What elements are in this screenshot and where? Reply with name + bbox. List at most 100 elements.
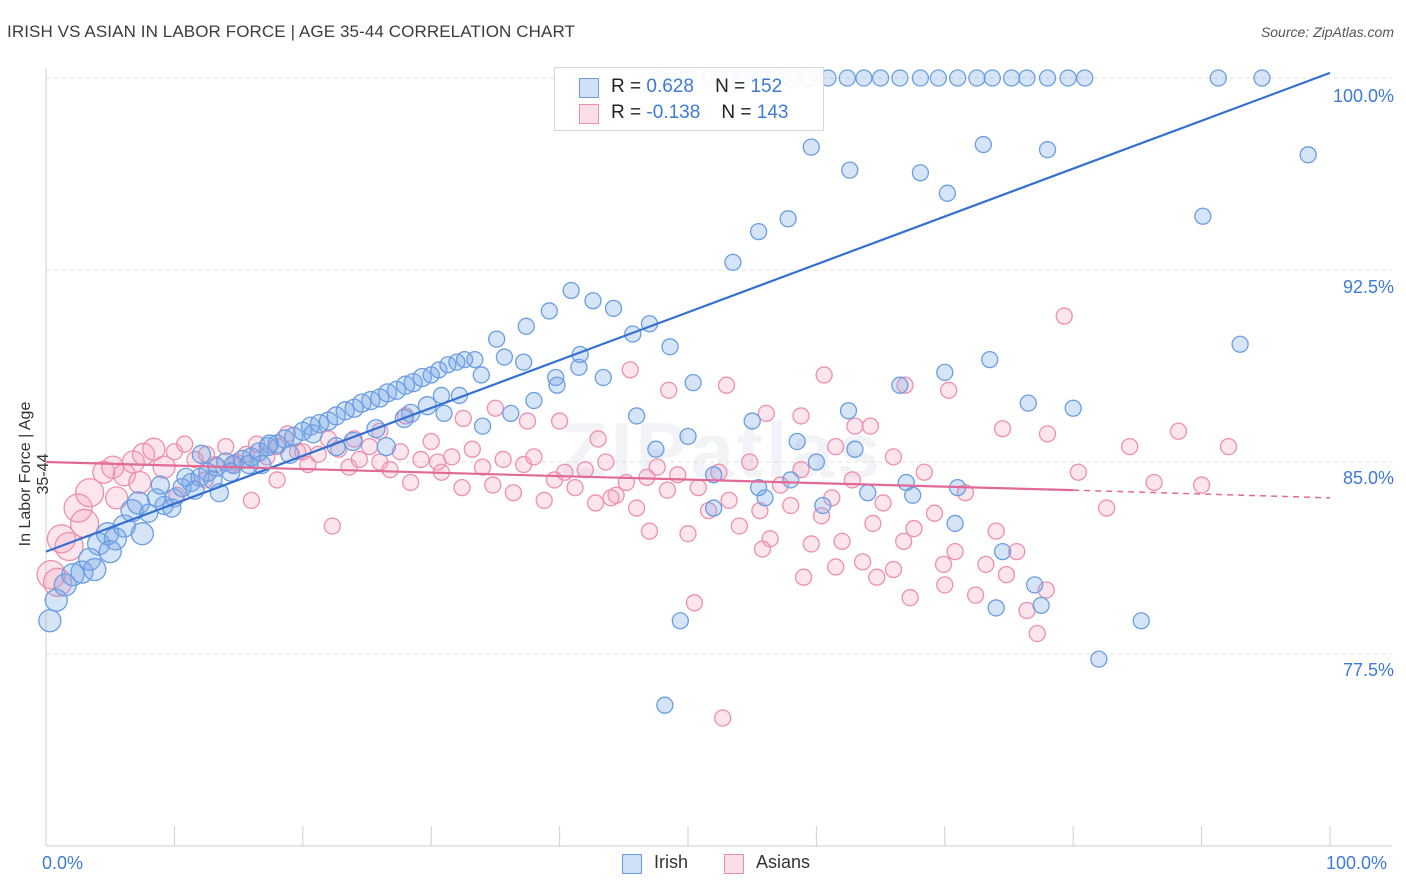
irish-point bbox=[239, 454, 259, 475]
asians-point bbox=[63, 493, 93, 523]
chart-title: IRISH VS ASIAN IN LABOR FORCE | AGE 35-4… bbox=[7, 22, 575, 41]
asians-point bbox=[815, 366, 833, 384]
irish-point bbox=[38, 609, 62, 633]
irish-point bbox=[466, 350, 484, 369]
irish-point bbox=[993, 542, 1012, 561]
irish-point bbox=[749, 478, 768, 497]
source-label: Source: ZipAtlas.com bbox=[1260, 24, 1394, 40]
asians-point bbox=[915, 463, 933, 481]
asians-point bbox=[525, 448, 543, 466]
asians-point bbox=[925, 504, 944, 522]
asians-point bbox=[753, 540, 772, 558]
irish-point bbox=[656, 696, 674, 714]
asians-point bbox=[1028, 624, 1046, 643]
irish-point bbox=[724, 253, 742, 271]
irish-point bbox=[749, 222, 768, 241]
irish-point bbox=[540, 302, 558, 320]
x-tick-label-min: 0.0% bbox=[42, 853, 84, 873]
irish-point bbox=[61, 562, 85, 587]
irish-point bbox=[679, 427, 697, 446]
asians-point bbox=[987, 522, 1005, 540]
asians-point bbox=[934, 555, 953, 574]
asians-point bbox=[977, 555, 995, 574]
correlation-legend: R = 0.628 N = 152 R = -0.138 N = 143 bbox=[554, 67, 824, 131]
irish-point bbox=[946, 514, 964, 533]
irish-point bbox=[938, 184, 957, 202]
irish-point bbox=[495, 348, 514, 366]
irish-point bbox=[1018, 69, 1036, 87]
asians-point bbox=[402, 473, 420, 492]
irish-point bbox=[403, 372, 423, 393]
asians-point bbox=[946, 542, 964, 561]
asians-point bbox=[1192, 476, 1211, 494]
irish-trend-line bbox=[45, 71, 1331, 553]
irish-point bbox=[120, 498, 144, 523]
asians-point bbox=[720, 491, 738, 510]
irish-legend-swatch bbox=[622, 854, 642, 874]
irish-point bbox=[911, 164, 930, 182]
asians-point bbox=[586, 494, 605, 512]
asians-point bbox=[648, 458, 666, 476]
asians-point bbox=[685, 594, 704, 612]
irish-point bbox=[1064, 399, 1082, 417]
asians-r-value: -0.138 bbox=[646, 102, 701, 123]
irish-point bbox=[705, 499, 723, 517]
irish-point bbox=[929, 69, 948, 87]
asians-point bbox=[802, 535, 820, 553]
irish-point bbox=[782, 471, 800, 489]
irish-point bbox=[1299, 146, 1317, 164]
asians-point bbox=[679, 525, 697, 543]
asians-n-value: 143 bbox=[756, 102, 789, 123]
irish-point bbox=[1194, 207, 1212, 225]
asians-point bbox=[895, 532, 913, 551]
irish-point bbox=[974, 135, 992, 154]
irish-point bbox=[647, 440, 665, 458]
irish-point bbox=[743, 412, 761, 430]
irish-point bbox=[326, 406, 346, 426]
irish-point bbox=[756, 489, 774, 507]
asians-point bbox=[486, 399, 505, 417]
irish-swatch bbox=[579, 78, 599, 98]
irish-point bbox=[98, 539, 122, 564]
asians-point bbox=[833, 532, 851, 551]
irish-point bbox=[871, 69, 890, 87]
asians-swatch bbox=[579, 104, 599, 124]
irish-point bbox=[1209, 69, 1227, 87]
asians-point bbox=[454, 409, 472, 428]
irish-legend-label: Irish bbox=[654, 852, 689, 872]
asians-point bbox=[597, 453, 615, 471]
asians-point bbox=[884, 448, 903, 466]
asians-point bbox=[689, 478, 707, 497]
asians-point bbox=[993, 420, 1012, 438]
asians-point bbox=[350, 450, 368, 469]
irish-point bbox=[1019, 394, 1037, 412]
asians-point bbox=[868, 568, 886, 586]
irish-point bbox=[130, 522, 154, 546]
asians-point bbox=[360, 437, 379, 456]
irish-point bbox=[1038, 69, 1057, 87]
asians-point bbox=[853, 553, 872, 571]
irish-point bbox=[150, 475, 170, 495]
irish-point bbox=[891, 69, 909, 87]
asians-point bbox=[905, 519, 923, 538]
asians-point bbox=[896, 376, 914, 394]
asians-n-label: N = bbox=[721, 102, 752, 123]
y-axis-label: In Labor Force | Age 35-44 bbox=[17, 401, 52, 547]
asians-r-label: R = bbox=[611, 102, 642, 123]
irish-r-label: R = bbox=[611, 76, 642, 97]
asians-point bbox=[504, 484, 523, 502]
asians-point bbox=[627, 499, 646, 517]
asians-point bbox=[997, 565, 1016, 584]
asians-point bbox=[142, 437, 166, 461]
irish-point bbox=[1026, 576, 1044, 594]
asians-point bbox=[484, 476, 502, 494]
irish-point bbox=[904, 486, 922, 504]
irish-point bbox=[627, 407, 646, 425]
asians-point bbox=[901, 589, 919, 607]
irish-point bbox=[841, 161, 859, 179]
asians-point bbox=[412, 450, 430, 469]
asians-point bbox=[714, 709, 732, 727]
irish-r-value: 0.628 bbox=[646, 76, 694, 97]
asians-point bbox=[535, 491, 553, 510]
irish-point bbox=[259, 434, 280, 454]
